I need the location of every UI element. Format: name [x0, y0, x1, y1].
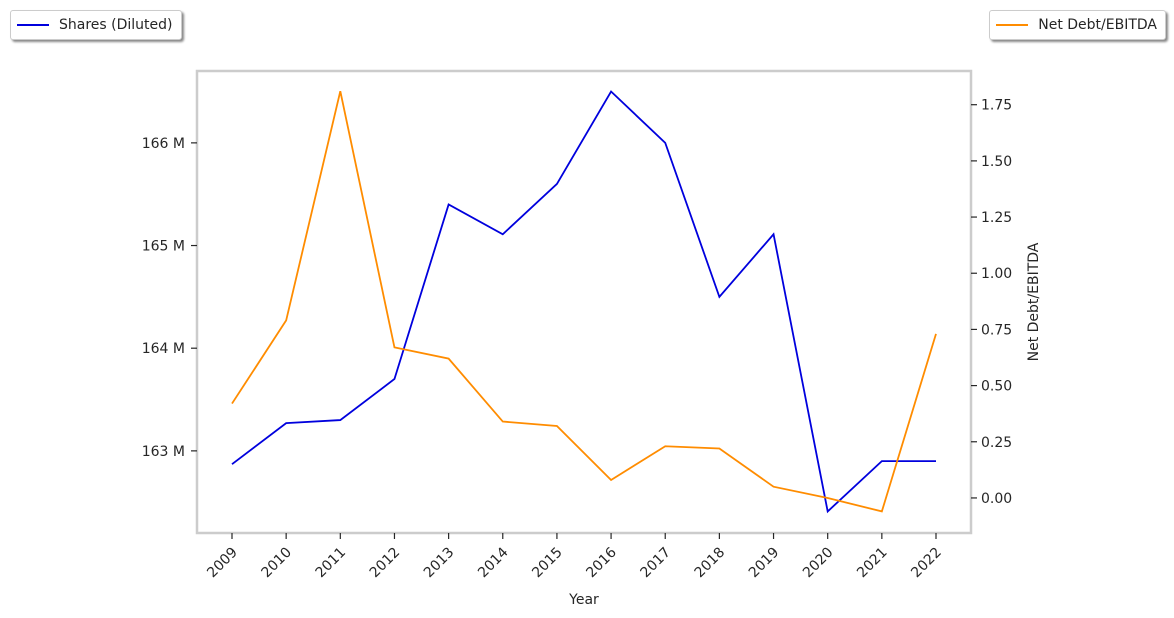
- x-tick-label: 2014: [475, 544, 512, 581]
- y-tick-label: 165 M: [142, 239, 185, 255]
- x-axis-label: Year: [568, 592, 599, 608]
- y2-tick-label: 1.25: [981, 210, 1012, 226]
- y2-tick-label: 0.00: [981, 491, 1012, 507]
- y2-tick-label: 1.75: [981, 98, 1012, 114]
- legend-label: Net Debt/EBITDA: [1038, 17, 1157, 33]
- y-tick-label: 164 M: [142, 341, 185, 357]
- y2-tick-label: 1.00: [981, 266, 1012, 282]
- series-line: [231, 90, 936, 514]
- y-tick-label: 166 M: [142, 136, 185, 152]
- x-tick-label: 2010: [258, 545, 295, 582]
- legend: Shares (Diluted): [10, 10, 182, 40]
- legend-swatch: [996, 24, 1029, 26]
- legend-label: Shares (Diluted): [59, 17, 173, 33]
- x-tick-label: 2011: [313, 545, 350, 582]
- x-tick-label: 2015: [529, 545, 566, 582]
- legend-swatch: [17, 24, 49, 26]
- x-tick-label: 2020: [800, 545, 837, 582]
- y2-tick-label: 0.50: [981, 379, 1012, 395]
- x-tick-label: 2017: [638, 545, 675, 582]
- x-tick-label: 2009: [204, 545, 241, 582]
- y2-tick-label: 0.75: [981, 322, 1012, 338]
- legend: Net Debt/EBITDA: [989, 10, 1166, 40]
- x-tick-label: 2019: [746, 545, 783, 582]
- x-tick-label: 2013: [421, 545, 458, 582]
- y2-tick-label: 0.25: [981, 435, 1012, 451]
- y2-axis-label: Net Debt/EBITDA: [1026, 242, 1042, 361]
- y2-tick-label: 1.50: [981, 154, 1012, 170]
- x-tick-label: 2018: [692, 545, 729, 582]
- x-tick-label: 2022: [908, 545, 945, 582]
- x-tick-label: 2021: [854, 545, 891, 582]
- x-tick-label: 2016: [583, 544, 620, 581]
- series-line: [231, 91, 937, 513]
- x-tick-label: 2012: [367, 545, 404, 582]
- plot-frame: [195, 69, 973, 535]
- y-tick-label: 163 M: [142, 444, 185, 460]
